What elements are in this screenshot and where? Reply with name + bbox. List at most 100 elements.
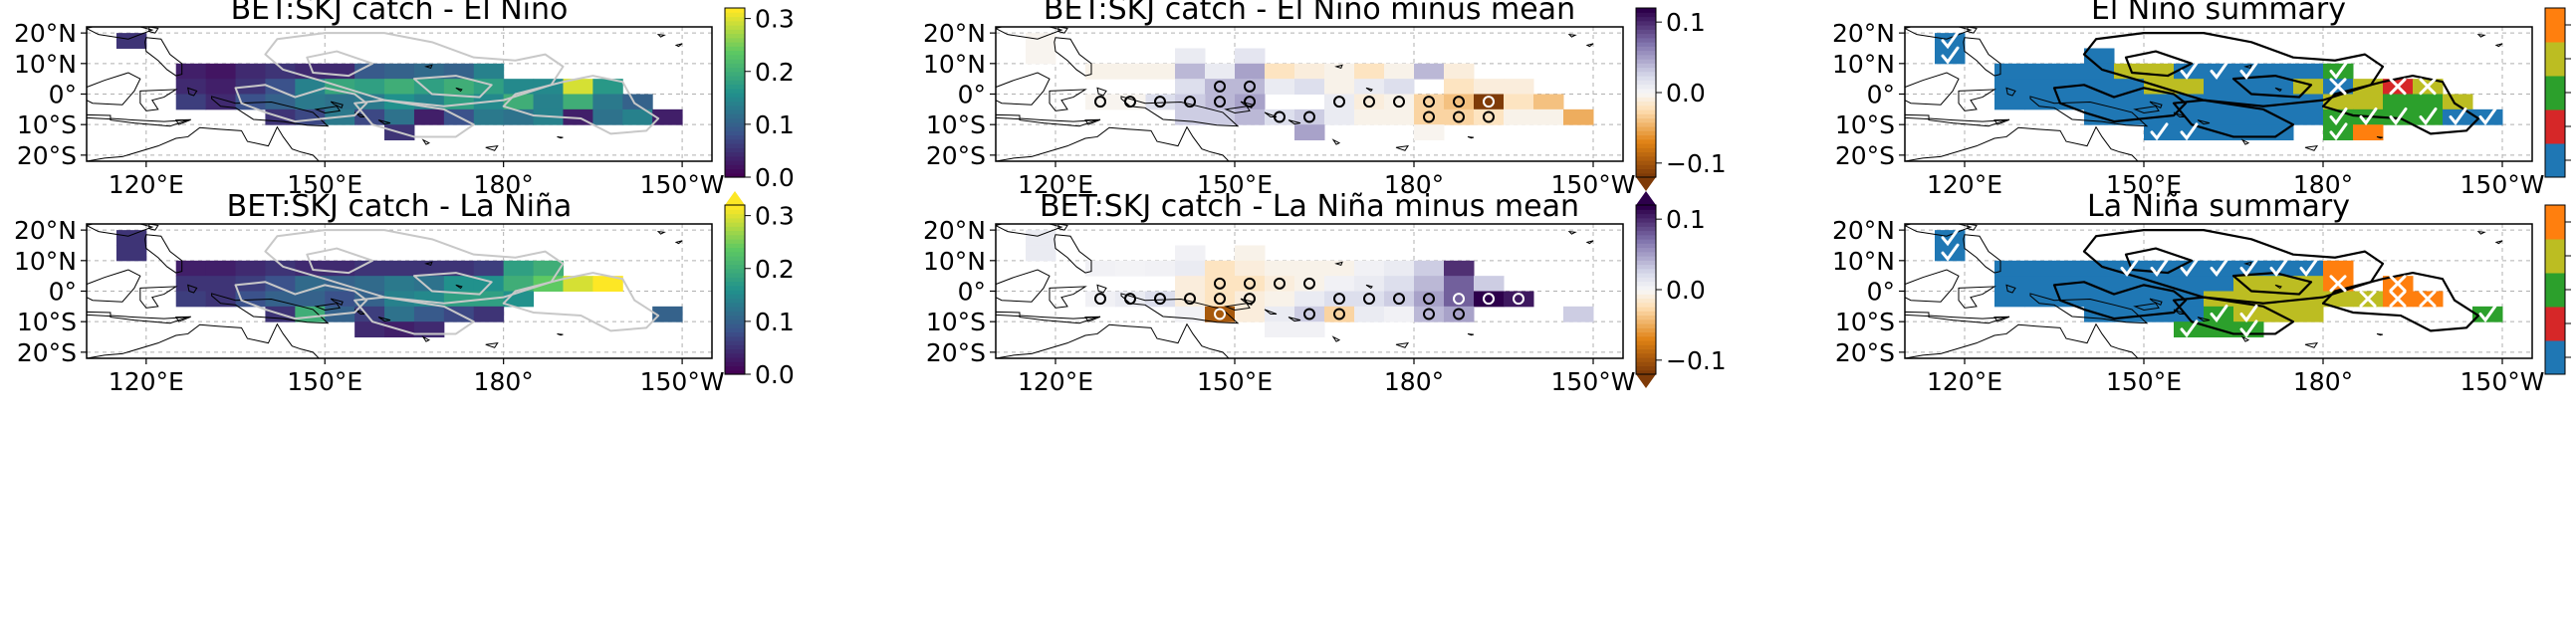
grid-cell [2293,306,2324,322]
grid-cell [1384,79,1415,95]
grid-cell [2084,276,2115,292]
grid-cell [1294,291,1325,308]
grid-cell [1533,94,1564,110]
x-tick-label: 150°W [1551,367,1636,396]
colorbar-swatch [725,277,745,283]
grid-cell [325,291,355,308]
colorbar-swatch [725,42,745,47]
colorbar-swatch [1636,323,1656,328]
colorbar-label: 0.3 [755,5,795,34]
coastline [1331,138,1341,145]
coastline [87,27,154,40]
grid-cell [1994,276,2025,292]
grid-cell [235,63,266,80]
coastline [2494,240,2503,245]
grid-cell [2233,321,2264,338]
grid-cell [1324,306,1355,322]
grid-cell [1265,291,1295,308]
grid-cell [2233,63,2264,80]
y-tick-label: 20°N [923,216,986,245]
colorbar-label: 0.0 [755,360,795,389]
colorbar-swatch [725,352,745,358]
colorbar-swatch [1636,147,1656,153]
grid-cell [2353,124,2384,141]
colorbar-swatch [725,209,745,215]
colorbar-swatch [1636,247,1656,253]
grid-cell [2413,108,2444,125]
cross-marker [2329,275,2347,293]
y-tick-label: 10°N [1832,50,1895,79]
colorbar-swatch [725,294,745,300]
significance-marker [1333,96,1345,108]
grid-cell [652,306,683,322]
colorbar-segment [2545,143,2565,178]
cross-marker [2389,290,2407,308]
grid-cell [2174,79,2205,95]
coastline [1567,34,1577,38]
grid-cell [2084,63,2115,80]
grid-cell [1085,63,1116,80]
coastline [2005,284,2016,294]
contour-line [502,272,660,332]
significance-marker [1453,96,1465,108]
colorbar: LS-LBLS-HBHS-LBMS-MBHS-HB [2544,7,2576,178]
coastline [139,286,178,309]
grid-cell [1414,124,1445,141]
grid-cell [2174,321,2205,338]
grid-cell [1354,79,1385,95]
coastline [2029,96,2149,127]
colorbar-label: 0.2 [755,255,795,284]
grid-cell [1324,260,1355,277]
check-marker [2299,258,2318,277]
coastline [2133,303,2160,312]
y-tick-label: 10°S [1835,110,1895,139]
colorbar-swatch [1636,251,1656,257]
grid-cell [2323,260,2354,277]
colorbar-swatch [725,101,745,106]
significance-marker [1214,277,1226,290]
coastline [1365,284,1373,290]
coastline [377,317,391,322]
grid-cell [2114,94,2145,110]
coastline [377,119,391,125]
colorbar-swatch [1636,294,1656,300]
grid-cell [2144,63,2175,80]
grid-cell [1294,306,1325,322]
grid-cell [1354,94,1385,110]
grid-cell [1414,276,1445,292]
colorbar-segment [2545,239,2565,274]
colorbar-swatch [1636,344,1656,350]
coastline [421,335,431,342]
grid-cell [1935,33,1966,49]
grid-cell [2263,276,2294,292]
contour-line [412,75,493,99]
grid-cell [413,79,445,95]
coastline [996,113,1021,120]
grid-cell [2084,260,2115,277]
x-tick-label: 150°E [287,170,362,199]
coastline [1240,101,1254,108]
panel-2: BET:SKJ catch - El Niño minus mean20°N10… [923,0,1727,199]
grid-cell [384,79,415,95]
grid-cell [1444,276,1475,292]
significance-marker [1274,277,1286,290]
colorbar-swatch [1636,335,1656,341]
grid-cell [1354,63,1385,80]
y-tick-label: 0° [49,81,77,109]
significance-marker [1483,96,1495,108]
check-marker [2239,61,2258,80]
grid-cell [1354,306,1385,322]
grid-cell [1474,108,1505,125]
y-tick-label: 20°S [926,141,986,170]
colorbar-swatch [1636,97,1656,103]
colorbar-frame [724,204,746,375]
grid-cell [175,260,207,277]
grid-cell [2472,306,2503,322]
grid-cell [1504,79,1534,95]
colorbar-swatch [1636,222,1656,227]
grid-cell [1205,94,1236,110]
colorbar-label: −0.1 [1666,346,1727,375]
colorbar-swatch [725,335,745,341]
grid-cell [2263,79,2294,95]
colorbar: 0.1 0.0 −0.1 [1635,191,1727,388]
